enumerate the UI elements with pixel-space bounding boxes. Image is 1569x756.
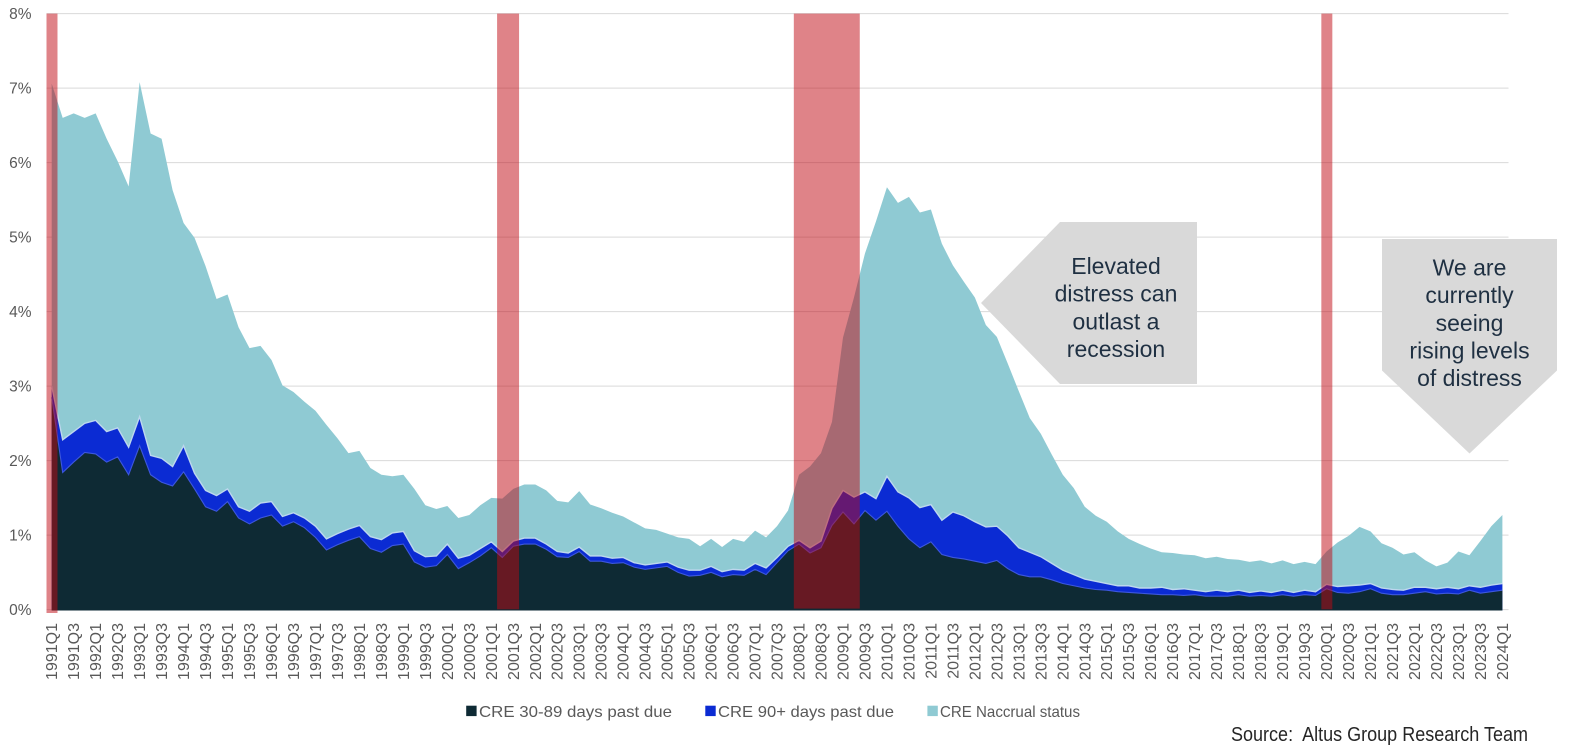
svg-text:2003Q1: 2003Q1 [572, 623, 589, 680]
svg-text:2006Q3: 2006Q3 [726, 623, 743, 680]
svg-text:2009Q3: 2009Q3 [857, 623, 874, 680]
svg-text:1992Q1: 1992Q1 [88, 623, 105, 680]
svg-text:2005Q1: 2005Q1 [660, 623, 677, 680]
svg-text:2000Q1: 2000Q1 [440, 623, 457, 680]
svg-text:1999Q1: 1999Q1 [396, 623, 413, 680]
svg-text:2024Q1: 2024Q1 [1495, 623, 1512, 680]
svg-text:2008Q1: 2008Q1 [792, 623, 809, 680]
svg-text:2021Q3: 2021Q3 [1385, 623, 1402, 680]
svg-text:2014Q1: 2014Q1 [1055, 623, 1072, 680]
svg-text:Elevated: Elevated [1071, 253, 1161, 279]
svg-text:1995Q1: 1995Q1 [220, 623, 237, 680]
svg-text:2019Q1: 2019Q1 [1275, 623, 1292, 680]
svg-text:2007Q3: 2007Q3 [770, 623, 787, 680]
svg-text:1991Q1: 1991Q1 [44, 623, 61, 680]
svg-text:2021Q1: 2021Q1 [1363, 623, 1380, 680]
svg-text:2019Q3: 2019Q3 [1297, 623, 1314, 680]
svg-text:2010Q3: 2010Q3 [901, 623, 918, 680]
svg-text:2004Q3: 2004Q3 [638, 623, 655, 680]
svg-text:2%: 2% [9, 453, 32, 470]
svg-text:2020Q3: 2020Q3 [1341, 623, 1358, 680]
svg-text:2018Q1: 2018Q1 [1231, 623, 1248, 680]
svg-text:1998Q1: 1998Q1 [352, 623, 369, 680]
svg-text:5%: 5% [9, 230, 32, 247]
svg-text:2018Q3: 2018Q3 [1253, 623, 1270, 680]
svg-text:2000Q3: 2000Q3 [462, 623, 479, 680]
svg-text:8%: 8% [9, 6, 32, 23]
svg-text:2017Q1: 2017Q1 [1187, 623, 1204, 680]
svg-text:2010Q1: 2010Q1 [879, 623, 896, 680]
svg-text:rising levels: rising levels [1409, 338, 1529, 364]
svg-text:1997Q3: 1997Q3 [330, 623, 347, 680]
svg-text:6%: 6% [9, 155, 32, 172]
svg-text:1992Q3: 1992Q3 [110, 623, 127, 680]
svg-text:2008Q3: 2008Q3 [814, 623, 831, 680]
svg-text:1993Q1: 1993Q1 [132, 623, 149, 680]
svg-text:1994Q3: 1994Q3 [198, 623, 215, 680]
svg-text:2017Q3: 2017Q3 [1209, 623, 1226, 680]
svg-text:2012Q3: 2012Q3 [989, 623, 1006, 680]
svg-text:4%: 4% [9, 304, 32, 321]
svg-text:2023Q1: 2023Q1 [1451, 623, 1468, 680]
svg-text:2013Q1: 2013Q1 [1011, 623, 1028, 680]
svg-text:1998Q3: 1998Q3 [374, 623, 391, 680]
svg-text:distress can: distress can [1055, 281, 1178, 307]
svg-text:2007Q1: 2007Q1 [748, 623, 765, 680]
svg-text:2022Q3: 2022Q3 [1429, 623, 1446, 680]
svg-text:0%: 0% [9, 602, 32, 619]
svg-text:outlast a: outlast a [1073, 308, 1160, 334]
svg-text:1996Q3: 1996Q3 [286, 623, 303, 680]
svg-text:2009Q1: 2009Q1 [835, 623, 852, 680]
svg-text:2002Q3: 2002Q3 [550, 623, 567, 680]
svg-text:2014Q3: 2014Q3 [1077, 623, 1094, 680]
svg-text:1999Q3: 1999Q3 [418, 623, 435, 680]
svg-text:2013Q3: 2013Q3 [1033, 623, 1050, 680]
svg-text:2005Q3: 2005Q3 [682, 623, 699, 680]
svg-text:CRE Naccrual status: CRE Naccrual status [940, 704, 1080, 721]
svg-text:2011Q1: 2011Q1 [923, 623, 940, 679]
svg-text:2002Q1: 2002Q1 [528, 623, 545, 680]
svg-text:7%: 7% [9, 81, 32, 98]
svg-text:2012Q1: 2012Q1 [967, 623, 984, 680]
svg-text:1996Q1: 1996Q1 [264, 623, 281, 680]
svg-text:1994Q1: 1994Q1 [176, 623, 193, 680]
svg-text:1993Q3: 1993Q3 [154, 623, 171, 680]
svg-text:We are: We are [1433, 254, 1507, 280]
svg-text:1%: 1% [9, 528, 32, 545]
svg-text:2015Q3: 2015Q3 [1121, 623, 1138, 680]
svg-text:2015Q1: 2015Q1 [1099, 623, 1116, 680]
svg-text:2022Q1: 2022Q1 [1407, 623, 1424, 680]
svg-text:Source: Altus Group Research: Source: Altus Group Research Team [1231, 724, 1528, 746]
svg-text:2016Q3: 2016Q3 [1165, 623, 1182, 680]
svg-text:2006Q1: 2006Q1 [704, 623, 721, 680]
svg-text:1997Q1: 1997Q1 [308, 623, 325, 680]
svg-text:2004Q1: 2004Q1 [616, 623, 633, 680]
svg-text:3%: 3% [9, 379, 32, 396]
svg-text:2016Q1: 2016Q1 [1143, 623, 1160, 680]
svg-text:CRE 90+ days past due: CRE 90+ days past due [718, 704, 894, 721]
svg-text:2011Q3: 2011Q3 [945, 623, 962, 679]
svg-text:2023Q3: 2023Q3 [1473, 623, 1490, 680]
svg-text:of distress: of distress [1417, 365, 1522, 391]
svg-text:CRE 30-89 days past due: CRE 30-89 days past due [479, 704, 672, 721]
svg-text:2020Q1: 2020Q1 [1319, 623, 1336, 680]
svg-text:seeing: seeing [1436, 310, 1504, 336]
svg-text:recession: recession [1067, 336, 1165, 362]
svg-text:currently: currently [1425, 282, 1514, 308]
svg-text:2003Q3: 2003Q3 [594, 623, 611, 680]
svg-text:1991Q3: 1991Q3 [66, 623, 83, 680]
svg-text:1995Q3: 1995Q3 [242, 623, 259, 680]
svg-text:2001Q3: 2001Q3 [506, 623, 523, 680]
svg-text:2001Q1: 2001Q1 [484, 623, 501, 680]
